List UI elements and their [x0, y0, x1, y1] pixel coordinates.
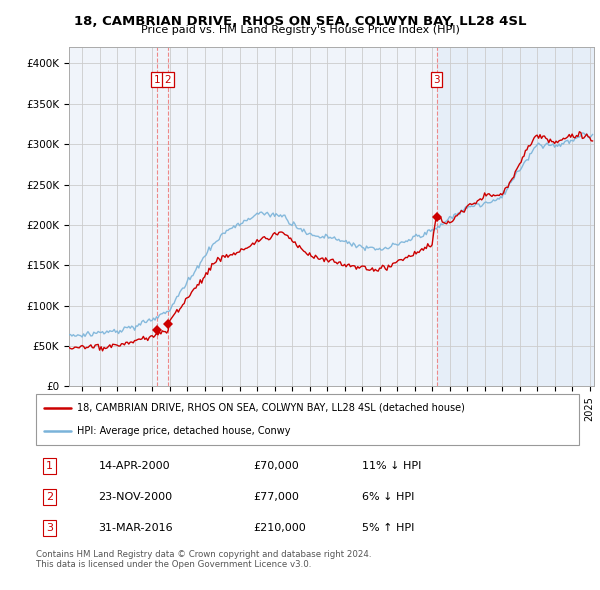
Text: 1: 1 — [46, 461, 53, 471]
Text: 31-MAR-2016: 31-MAR-2016 — [98, 523, 173, 533]
Text: HPI: Average price, detached house, Conwy: HPI: Average price, detached house, Conw… — [77, 427, 290, 437]
Text: £70,000: £70,000 — [253, 461, 299, 471]
FancyBboxPatch shape — [36, 394, 579, 445]
Text: 5% ↑ HPI: 5% ↑ HPI — [362, 523, 414, 533]
Text: 18, CAMBRIAN DRIVE, RHOS ON SEA, COLWYN BAY, LL28 4SL (detached house): 18, CAMBRIAN DRIVE, RHOS ON SEA, COLWYN … — [77, 402, 464, 412]
Text: Contains HM Land Registry data © Crown copyright and database right 2024.
This d: Contains HM Land Registry data © Crown c… — [36, 550, 371, 569]
Text: 14-APR-2000: 14-APR-2000 — [98, 461, 170, 471]
Text: £77,000: £77,000 — [253, 492, 299, 502]
Text: 2: 2 — [164, 74, 171, 84]
Text: 1: 1 — [154, 74, 160, 84]
Text: 3: 3 — [46, 523, 53, 533]
Text: 2: 2 — [46, 492, 53, 502]
Text: £210,000: £210,000 — [253, 523, 306, 533]
Text: 6% ↓ HPI: 6% ↓ HPI — [362, 492, 414, 502]
Bar — [437, 47, 594, 386]
Text: 3: 3 — [433, 74, 440, 84]
Text: 23-NOV-2000: 23-NOV-2000 — [98, 492, 173, 502]
Text: 11% ↓ HPI: 11% ↓ HPI — [362, 461, 421, 471]
Text: 18, CAMBRIAN DRIVE, RHOS ON SEA, COLWYN BAY, LL28 4SL: 18, CAMBRIAN DRIVE, RHOS ON SEA, COLWYN … — [74, 15, 526, 28]
Text: Price paid vs. HM Land Registry's House Price Index (HPI): Price paid vs. HM Land Registry's House … — [140, 25, 460, 35]
